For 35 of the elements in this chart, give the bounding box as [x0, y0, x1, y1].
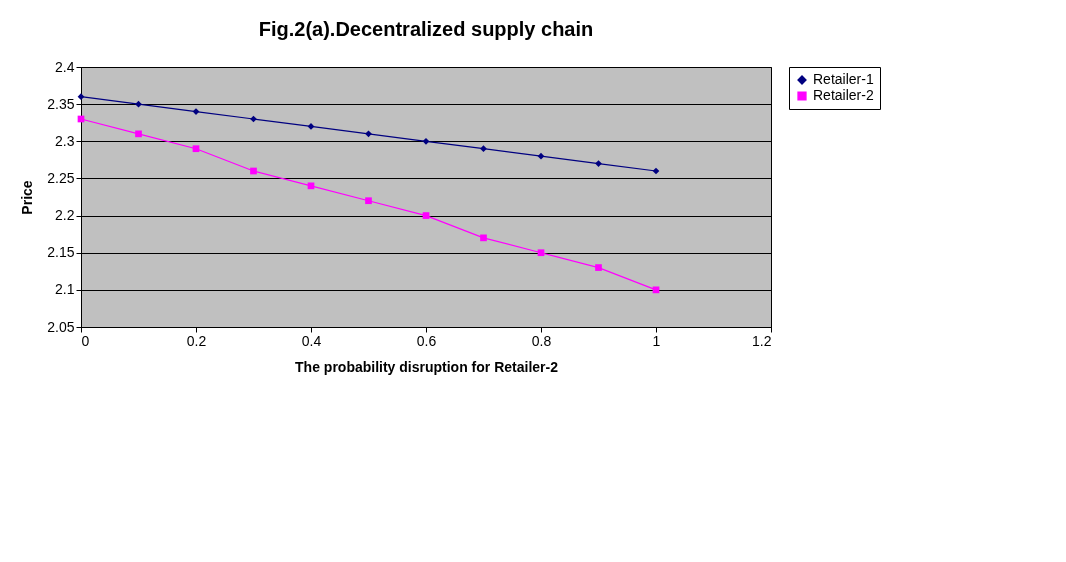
- legend-label: Retailer-2: [813, 87, 874, 103]
- x-tick-label: 0.2: [186, 332, 207, 349]
- chart-title: Fig.2(a).Decentralized supply chain: [258, 18, 594, 40]
- y-tick-label: 2.4: [55, 58, 75, 75]
- point: [365, 130, 372, 138]
- y-tick-label: 2.2: [55, 207, 75, 224]
- x-tick-label: 0.4: [301, 332, 322, 349]
- point: [192, 145, 200, 153]
- legend-label: Retailer-1: [813, 71, 874, 87]
- point: [537, 249, 545, 257]
- x-tick-label: 0.8: [531, 332, 552, 349]
- point: [422, 212, 430, 219]
- point: [135, 130, 142, 138]
- point: [537, 152, 545, 160]
- x-tick-label: 1.2: [752, 332, 772, 349]
- point: [250, 167, 257, 175]
- point: [77, 93, 85, 101]
- y-tick-label: 2.1: [55, 281, 75, 298]
- x-tick-label: 0: [81, 332, 90, 349]
- y-axis-title: Price: [19, 180, 36, 215]
- point: [480, 234, 487, 242]
- point: [480, 145, 487, 153]
- point: [422, 137, 430, 145]
- y-tick-label: 2.35: [47, 95, 75, 112]
- y-tick-label: 2.05: [47, 318, 75, 335]
- x-tick-label: 0.6: [416, 332, 437, 349]
- y-tick-label: 2.15: [47, 244, 75, 261]
- y-tick-label: 2.3: [55, 132, 75, 149]
- point: [652, 167, 660, 175]
- point: [595, 160, 602, 167]
- point: [595, 264, 602, 271]
- x-axis-title: The probability disruption for Retailer-2: [295, 358, 559, 375]
- y-tick-label: 2.25: [47, 169, 75, 186]
- point: [365, 197, 372, 205]
- x-tick-label: 1: [652, 332, 661, 349]
